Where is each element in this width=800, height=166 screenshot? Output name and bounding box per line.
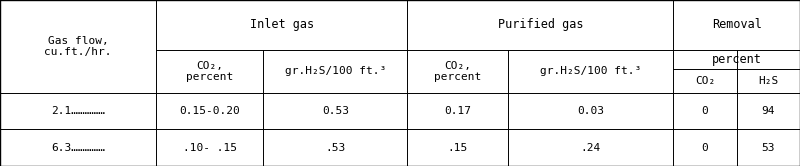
Text: gr.H₂S/100 ft.³: gr.H₂S/100 ft.³ <box>285 66 386 76</box>
Text: 0.17: 0.17 <box>444 106 471 116</box>
Text: 0: 0 <box>702 106 709 116</box>
Text: .53: .53 <box>326 143 346 153</box>
Text: .24: .24 <box>581 143 601 153</box>
Text: 0.53: 0.53 <box>322 106 349 116</box>
Text: .15: .15 <box>447 143 468 153</box>
Text: gr.H₂S/100 ft.³: gr.H₂S/100 ft.³ <box>540 66 642 76</box>
Text: H₂S: H₂S <box>758 76 778 86</box>
Text: Removal: Removal <box>712 18 762 31</box>
Text: Purified gas: Purified gas <box>498 18 583 31</box>
Text: Inlet gas: Inlet gas <box>250 18 314 31</box>
Text: 2.1……………: 2.1…………… <box>51 106 105 116</box>
Text: percent: percent <box>712 53 762 66</box>
Text: 0.03: 0.03 <box>577 106 604 116</box>
Text: 53: 53 <box>762 143 775 153</box>
Text: CO₂,
percent: CO₂, percent <box>434 61 482 82</box>
Text: 6.3……………: 6.3…………… <box>51 143 105 153</box>
Text: CO₂,
percent: CO₂, percent <box>186 61 234 82</box>
Text: CO₂: CO₂ <box>695 76 715 86</box>
Text: 0: 0 <box>702 143 709 153</box>
Text: .10- .15: .10- .15 <box>182 143 237 153</box>
Text: 94: 94 <box>762 106 775 116</box>
Text: Gas flow,
cu.ft./hr.: Gas flow, cu.ft./hr. <box>44 36 112 57</box>
Text: 0.15-0.20: 0.15-0.20 <box>179 106 240 116</box>
